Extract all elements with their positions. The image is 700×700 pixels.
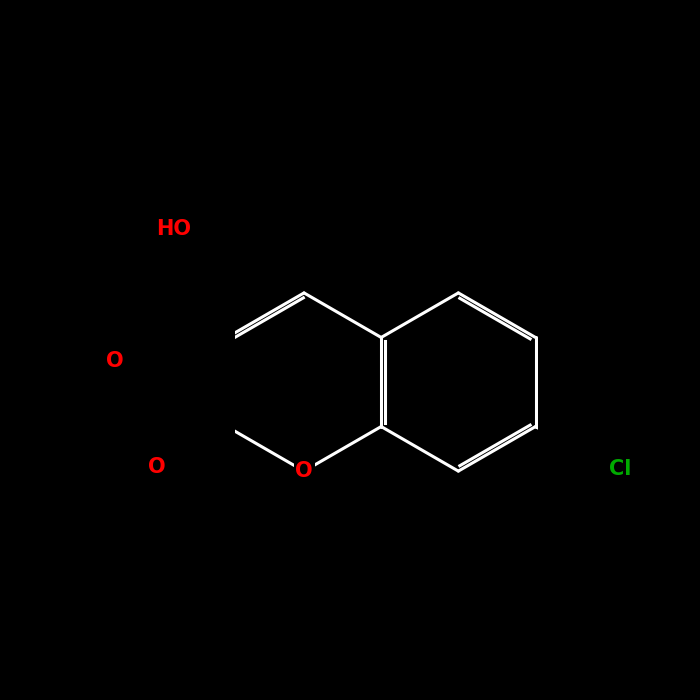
Text: O: O [148,457,166,477]
Text: Cl: Cl [609,459,631,479]
Text: O: O [106,351,124,371]
Text: O: O [295,461,313,481]
Text: HO: HO [157,219,192,239]
